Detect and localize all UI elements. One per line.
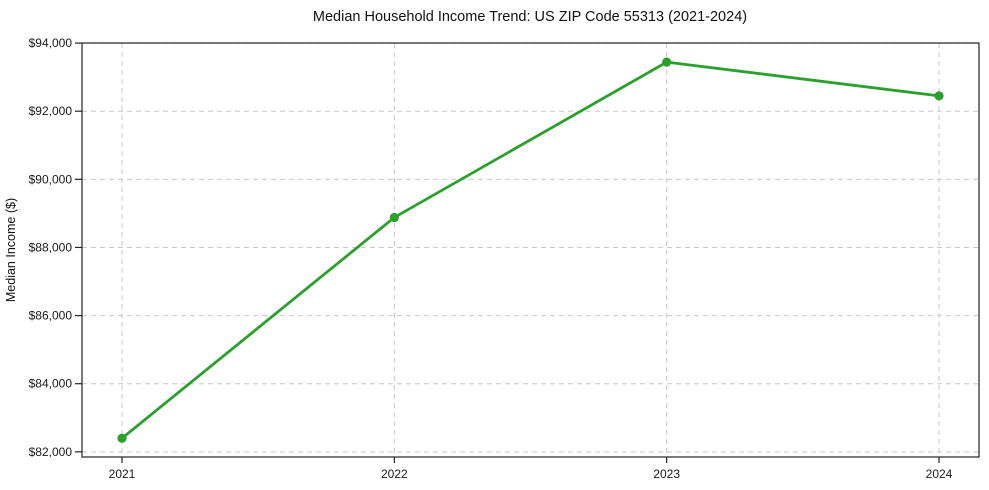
y-tick-label: $84,000 [29, 377, 73, 391]
y-tick-label: $94,000 [29, 36, 73, 50]
y-tick-label: $90,000 [29, 172, 73, 186]
axis-layer: $82,000 $84,000 $86,000 $88,000 $90,000 $92,0… [29, 36, 980, 481]
grid-layer [82, 42, 979, 457]
data-point [389, 212, 399, 223]
y-tick-label: $92,000 [29, 104, 73, 118]
x-tick-label: 2024 [926, 467, 953, 481]
data-point [662, 57, 672, 67]
plot-border [81, 42, 980, 458]
chart-title: Median Household Income Trend: US ZIP Co… [313, 9, 747, 25]
y-axis-label: Median Income ($) [4, 198, 18, 302]
y-tick-label: $88,000 [29, 240, 73, 254]
data-point [934, 91, 944, 101]
x-tick-label: 2022 [381, 467, 408, 481]
x-tick-label: 2021 [109, 467, 136, 481]
y-tick-label: $82,000 [29, 445, 73, 459]
income-trend-line [120, 60, 941, 440]
y-tick-label: $86,000 [29, 309, 73, 323]
series-layer [117, 57, 944, 443]
x-tick-label: 2023 [653, 467, 680, 481]
data-point [117, 433, 127, 443]
